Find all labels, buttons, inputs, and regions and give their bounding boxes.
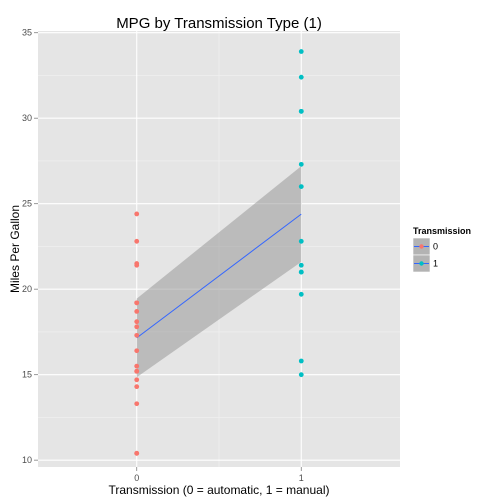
legend-entry-1: 1 — [413, 255, 438, 272]
x-tick-label: 1 — [299, 473, 304, 483]
y-tick-label: 25 — [22, 199, 32, 209]
data-point-1 — [299, 372, 304, 377]
data-point-0 — [134, 384, 139, 389]
legend-label: 0 — [433, 242, 438, 252]
data-point-0 — [134, 239, 139, 244]
legend-label: 1 — [433, 259, 438, 269]
legend: Transmission 0 1 — [413, 226, 471, 272]
chart-title: MPG by Transmission Type (1) — [116, 15, 322, 32]
y-tick-label: 30 — [22, 113, 32, 123]
data-point-0 — [134, 333, 139, 338]
data-point-0 — [134, 324, 139, 329]
data-point-1 — [299, 49, 304, 54]
data-point-1 — [299, 292, 304, 297]
x-axis-title: Transmission (0 = automatic, 1 = manual) — [109, 483, 330, 497]
data-point-0 — [134, 348, 139, 353]
legend-key-point — [419, 244, 423, 248]
legend-entry-0: 0 — [413, 238, 438, 255]
y-tick-label: 15 — [22, 370, 32, 380]
data-point-0 — [134, 401, 139, 406]
data-point-1 — [299, 109, 304, 114]
y-axis-title: Miles Per Gallon — [8, 205, 22, 293]
data-point-0 — [134, 364, 139, 369]
data-point-0 — [134, 309, 139, 314]
data-point-1 — [299, 263, 304, 268]
data-point-0 — [134, 377, 139, 382]
data-point-0 — [134, 300, 139, 305]
y-tick-label: 35 — [22, 28, 32, 38]
data-point-1 — [299, 270, 304, 275]
data-point-0 — [134, 263, 139, 268]
data-point-0 — [134, 319, 139, 324]
data-point-1 — [299, 359, 304, 364]
legend-key-point — [419, 261, 423, 265]
data-point-1 — [299, 239, 304, 244]
x-tick-label: 0 — [134, 473, 139, 483]
data-point-0 — [134, 369, 139, 374]
data-point-1 — [299, 75, 304, 80]
data-point-1 — [299, 162, 304, 167]
y-tick-label: 20 — [22, 284, 32, 294]
y-axis-ticks: 10 15 20 25 30 35 — [22, 28, 38, 465]
data-point-1 — [299, 184, 304, 189]
y-tick-label: 10 — [22, 455, 32, 465]
data-point-0 — [134, 451, 139, 456]
legend-title: Transmission — [413, 226, 471, 236]
data-point-0 — [134, 212, 139, 217]
